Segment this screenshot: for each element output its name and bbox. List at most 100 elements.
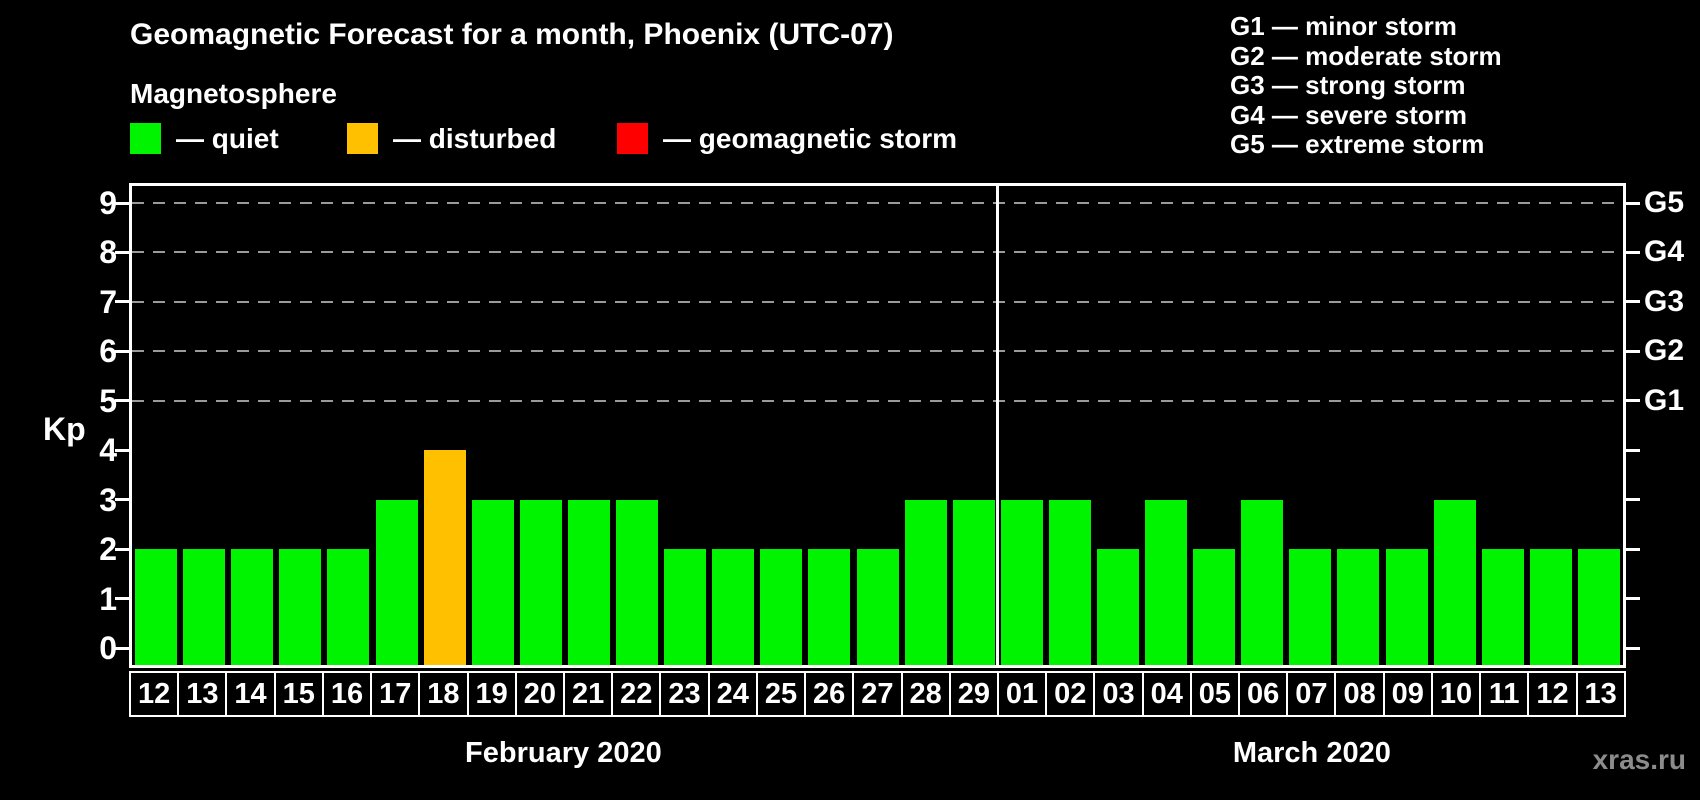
y-tick-label-7: 7: [99, 283, 117, 320]
g-legend-line: G4 — severe storm: [1230, 99, 1468, 130]
day-label: 15: [273, 671, 324, 717]
chart-title: Geomagnetic Forecast for a month, Phoeni…: [130, 18, 894, 51]
day-label: 05: [1189, 671, 1241, 717]
kp-bar-day-12: [135, 549, 178, 665]
kp-bar-day-01: [1000, 499, 1043, 665]
x-axis-day-labels: 12 13 14 15 16 17 18 19 20 21 22 23 24 25 26 27 28 29 01 02…: [129, 671, 1626, 717]
kp-bar-day-11: [1481, 549, 1524, 665]
right-tick-0: [1626, 646, 1640, 650]
plot-area: [129, 183, 1626, 668]
left-tick-0: [115, 646, 129, 650]
right-tick-6: [1626, 349, 1640, 353]
kp-bar-day-29: [952, 499, 995, 665]
disturbed-swatch: [347, 123, 378, 154]
plot-inner: [132, 186, 1623, 665]
watermark: xras.ru: [1592, 744, 1686, 775]
day-label: 07: [1286, 671, 1337, 717]
kp-bar-day-14: [231, 549, 274, 665]
g-legend-line: G5 — extreme storm: [1230, 129, 1485, 160]
storm-swatch: [617, 123, 648, 154]
y-tick-label-2: 2: [99, 531, 117, 568]
kp-bar-day-28: [904, 499, 947, 665]
day-label: 13: [1575, 671, 1626, 717]
day-label: 11: [1479, 671, 1530, 717]
legend-label: — quiet: [176, 122, 279, 154]
day-label: 18: [418, 671, 469, 717]
kp-bar-day-21: [567, 499, 610, 665]
right-tick-3: [1626, 498, 1640, 502]
quiet-swatch: [130, 123, 161, 154]
kp-bar-day-16: [327, 549, 370, 665]
left-tick-8: [115, 250, 129, 254]
legend-label: — disturbed: [393, 122, 557, 154]
g-legend-line: G3 — strong storm: [1230, 70, 1466, 101]
left-tick-1: [115, 597, 129, 601]
day-label: 04: [1141, 671, 1192, 717]
left-tick-3: [115, 498, 129, 502]
day-label: 28: [900, 671, 951, 717]
kp-bar-day-03: [1096, 549, 1139, 665]
day-label: 26: [804, 671, 855, 717]
y-tick-label-9: 9: [99, 185, 117, 222]
kp-bar-day-08: [1337, 549, 1380, 665]
legend-item-quiet: — quiet: [130, 122, 279, 155]
day-label: 27: [852, 671, 903, 717]
month-label-february: February 2020: [465, 737, 662, 769]
kp-bar-day-15: [279, 549, 322, 665]
gridline-kp7: [132, 300, 1623, 303]
right-tick-4: [1626, 448, 1640, 452]
left-tick-4: [115, 448, 129, 452]
day-label: 12: [129, 671, 180, 717]
right-tick-9: [1626, 201, 1640, 205]
left-tick-7: [115, 300, 129, 304]
month-label-march: March 2020: [1232, 737, 1391, 769]
day-label: 14: [225, 671, 276, 717]
magnetosphere-label: Magnetosphere: [130, 78, 337, 109]
y-tick-label-5: 5: [99, 382, 117, 419]
kp-bar-day-24: [712, 549, 755, 665]
right-tick-2: [1626, 547, 1640, 551]
right-tick-1: [1626, 597, 1640, 601]
left-tick-6: [115, 349, 129, 353]
g-legend-line: G2 — moderate storm: [1230, 40, 1502, 71]
left-tick-2: [115, 547, 129, 551]
g-scale-label-G3: G3: [1644, 284, 1685, 318]
g-scale-label-G5: G5: [1644, 186, 1685, 220]
y-tick-label-0: 0: [99, 630, 117, 666]
kp-bar-day-12: [1529, 549, 1572, 665]
day-label: 08: [1334, 671, 1385, 717]
day-label: 25: [755, 671, 807, 717]
day-label: 16: [321, 671, 373, 717]
day-label: 21: [562, 671, 614, 717]
kp-bar-day-25: [760, 549, 803, 665]
kp-bar-day-26: [808, 549, 851, 665]
kp-bar-day-20: [519, 499, 562, 665]
kp-bar-day-23: [664, 549, 707, 665]
g-legend-line: G1 — minor storm: [1230, 11, 1457, 41]
legend-item-storm: — geomagnetic storm: [617, 122, 957, 155]
kp-bar-day-10: [1433, 499, 1476, 665]
legend-item-disturbed: — disturbed: [347, 122, 556, 155]
y-tick-label-6: 6: [99, 333, 117, 370]
kp-bar-day-13: [1577, 549, 1620, 665]
g-scale-label-G1: G1: [1644, 383, 1685, 417]
gridline-kp6: [132, 350, 1623, 353]
kp-bar-day-18: [423, 450, 466, 665]
kp-bar-day-19: [471, 499, 514, 665]
day-label: 01: [996, 671, 1048, 717]
y-tick-label-8: 8: [99, 234, 117, 271]
y-tick-label-3: 3: [99, 481, 117, 518]
day-label: 29: [948, 671, 999, 717]
day-label: 12: [1527, 671, 1578, 717]
g-scale-legend: G1 — minor storm G2 — moderate storm G3 — …: [1230, 11, 1502, 160]
gridline-kp8: [132, 251, 1623, 254]
y-tick-label-4: 4: [99, 432, 117, 469]
legend-label: — geomagnetic storm: [663, 122, 958, 154]
kp-bar-day-07: [1289, 549, 1332, 665]
kp-bar-day-09: [1385, 549, 1428, 665]
gridline-kp5: [132, 399, 1623, 402]
kp-bar-day-06: [1241, 499, 1284, 665]
y-tick-label-1: 1: [99, 580, 117, 617]
kp-bar-day-05: [1193, 549, 1236, 665]
